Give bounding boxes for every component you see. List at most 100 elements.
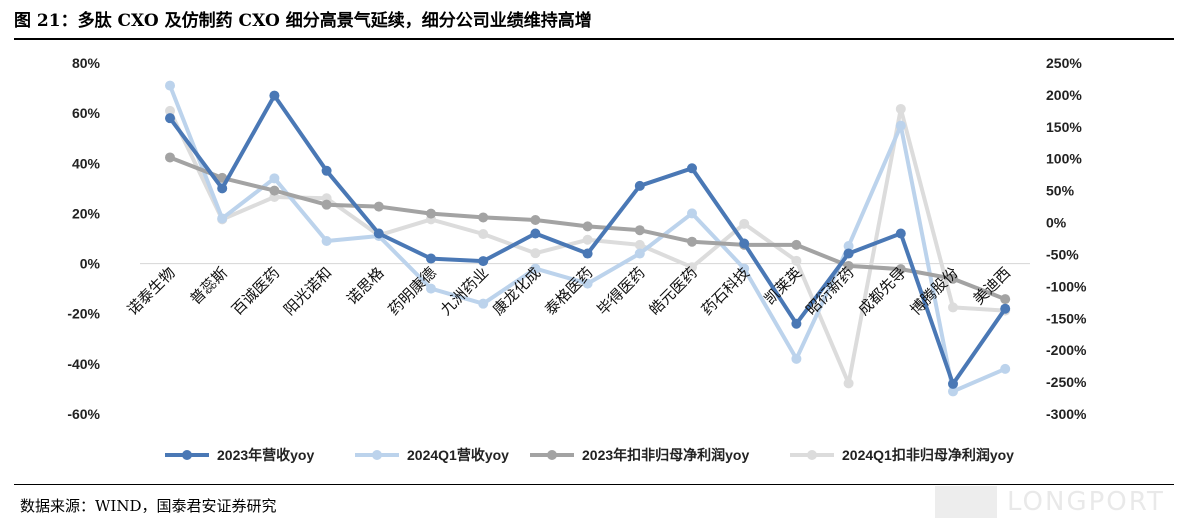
figure-title: 图 21：多肽 CXO 及仿制药 CXO 细分高景气延续，细分公司业绩维持高增	[14, 11, 592, 31]
data-point	[165, 152, 175, 163]
data-point	[321, 236, 332, 247]
data-point	[217, 213, 228, 224]
data-point	[791, 255, 802, 266]
y-left-tick-label: 20%	[72, 205, 101, 221]
y-right-tick-label: -150%	[1046, 310, 1087, 326]
data-point	[530, 263, 541, 274]
y-right-tick-label: 0%	[1046, 215, 1067, 231]
data-point	[165, 113, 175, 124]
y-left-tick-label: 40%	[72, 155, 101, 171]
category-label: 毕得医药	[593, 264, 648, 319]
watermark-mark-icon	[935, 486, 997, 518]
data-point	[1000, 303, 1011, 314]
data-point	[687, 262, 697, 273]
y-right-tick-label: -200%	[1046, 342, 1087, 358]
line-chart: 80% 60% 40% 20% 0% -20% -40% -60% 250% 200% 150% 10…	[67, 55, 1087, 463]
category-label: 康龙化成	[489, 264, 544, 319]
category-label: 诺思格	[343, 264, 388, 309]
data-point	[843, 378, 854, 389]
data-point	[791, 353, 802, 364]
data-point	[895, 103, 906, 114]
data-point	[217, 183, 228, 194]
data-point	[321, 199, 332, 210]
watermark-text: LONGPORT	[1007, 487, 1165, 517]
title-rule	[14, 38, 1174, 40]
data-point	[530, 214, 541, 225]
data-point	[269, 173, 280, 184]
data-point	[478, 229, 489, 240]
data-point	[582, 248, 593, 259]
data-point	[582, 234, 593, 245]
legend-swatch-marker	[372, 450, 382, 460]
legend-label: 2024Q1扣非归母净利润yoy	[842, 447, 1014, 463]
data-point	[426, 253, 436, 264]
data-point	[687, 208, 697, 219]
y-right-tick-label: 250%	[1046, 55, 1082, 71]
data-point	[165, 80, 175, 91]
legend-label: 2024Q1营收yoy	[407, 447, 509, 463]
y-left-tick-label: -40%	[67, 356, 100, 372]
data-point	[1000, 363, 1011, 374]
legend-swatch-marker	[807, 450, 817, 460]
series-line	[168, 106, 1006, 386]
data-point	[791, 318, 802, 329]
y-right-tick-label: -300%	[1046, 406, 1087, 422]
data-point	[843, 248, 854, 259]
data-point	[582, 221, 593, 232]
data-point	[634, 180, 645, 191]
y-right-tick-label: -100%	[1046, 278, 1087, 294]
category-label: 皓元医药	[646, 264, 701, 319]
data-point	[373, 228, 384, 239]
category-label: 成都先导	[854, 264, 909, 319]
data-point	[634, 239, 645, 250]
category-label: 药石科技	[698, 264, 753, 319]
legend-label: 2023年扣非归母净利润yoy	[582, 447, 749, 463]
source-note: 数据来源：WIND，国泰君安证券研究	[20, 497, 277, 515]
data-point	[165, 105, 175, 116]
data-point	[895, 120, 906, 131]
data-point	[895, 264, 906, 275]
legend-swatch-marker	[182, 450, 192, 460]
data-point	[478, 256, 489, 267]
data-point	[373, 201, 384, 212]
data-point	[843, 241, 854, 252]
bottom-rule	[14, 484, 1174, 485]
watermark-logo: LONGPORT	[935, 480, 1175, 524]
data-point	[843, 260, 854, 271]
y-right-tick-label: 150%	[1046, 119, 1082, 135]
data-point	[948, 273, 958, 284]
data-point	[530, 228, 541, 239]
legend-label: 2023年营收yoy	[217, 447, 314, 463]
y-left-tick-label: -20%	[67, 306, 100, 322]
data-point	[948, 386, 958, 397]
y-right-tick-label: 100%	[1046, 151, 1082, 167]
legend-swatch-marker	[547, 450, 557, 460]
y-left-tick-label: 0%	[80, 256, 101, 272]
data-point	[530, 248, 541, 259]
data-point	[895, 228, 906, 239]
data-point	[687, 236, 697, 247]
y-right-tick-label: 50%	[1046, 183, 1075, 199]
y-left-tick-label: 80%	[72, 55, 101, 71]
category-label: 普蕊斯	[186, 264, 231, 309]
data-point	[948, 378, 958, 389]
data-point	[426, 208, 436, 219]
category-label: 百诚医药	[228, 264, 283, 319]
data-point	[269, 185, 280, 196]
data-point	[948, 302, 958, 313]
data-point	[426, 283, 436, 294]
data-point	[739, 263, 750, 274]
data-point	[582, 278, 593, 289]
data-point	[478, 212, 489, 223]
data-point	[321, 165, 332, 176]
data-point	[687, 163, 697, 174]
data-point	[739, 218, 750, 229]
data-point	[478, 298, 489, 309]
y-right-tick-label: -250%	[1046, 374, 1087, 390]
category-label: 诺泰生物	[124, 264, 179, 319]
data-point	[739, 238, 750, 249]
data-point	[1000, 294, 1011, 305]
y-left-tick-label: -60%	[67, 406, 100, 422]
data-point	[634, 248, 645, 259]
category-label: 阳光诺和	[280, 264, 335, 319]
